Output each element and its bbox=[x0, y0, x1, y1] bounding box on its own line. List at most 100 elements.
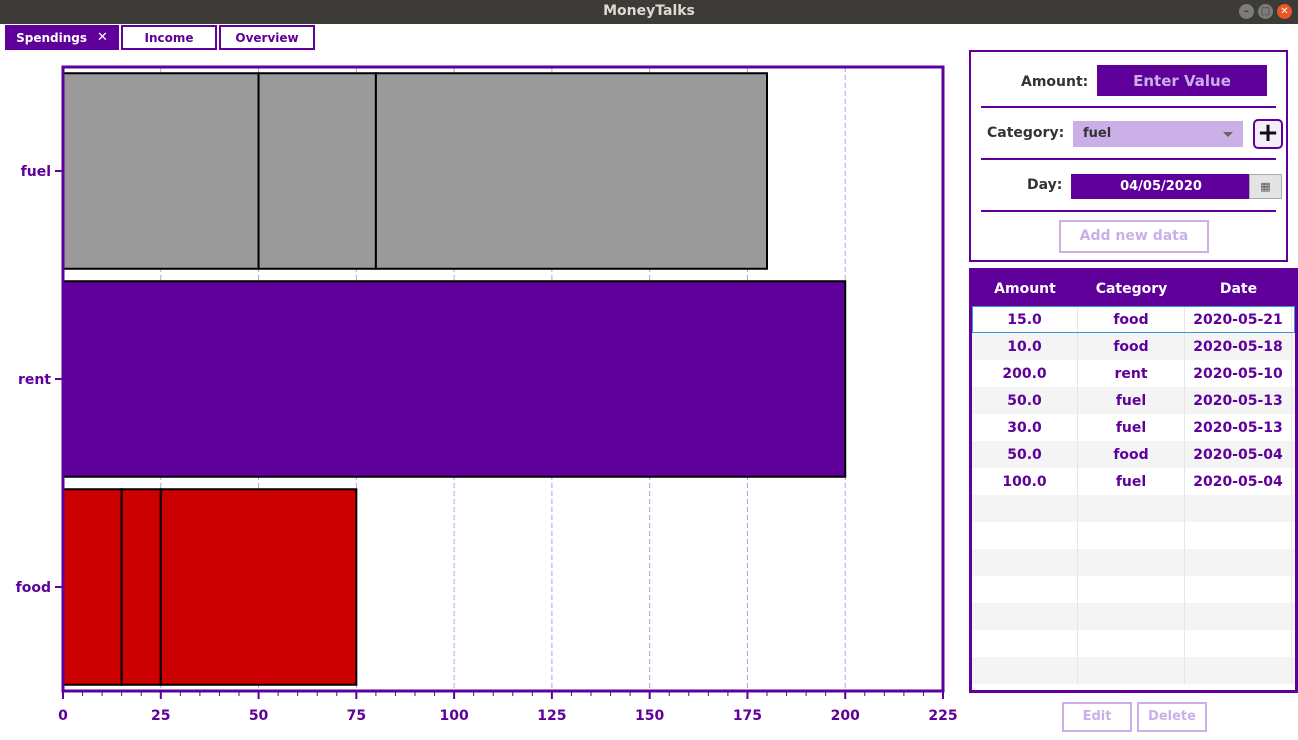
add-new-data-button[interactable]: Add new data bbox=[1059, 220, 1209, 253]
table-row[interactable]: 15.0 food 2020-05-21 bbox=[972, 306, 1295, 333]
delete-button[interactable]: Delete bbox=[1137, 702, 1207, 732]
empty-cell bbox=[1185, 522, 1292, 549]
table-row[interactable]: 200.0 rent 2020-05-10 bbox=[972, 360, 1295, 387]
day-row: Day: bbox=[981, 160, 1276, 212]
header-amount[interactable]: Amount bbox=[994, 280, 1056, 297]
header-date[interactable]: Date bbox=[1219, 280, 1258, 297]
amount-cell: 30.0 bbox=[972, 414, 1078, 441]
edit-button[interactable]: Edit bbox=[1062, 702, 1132, 732]
date-cell: 2020-05-13 bbox=[1185, 414, 1292, 441]
y-tick-label: fuel bbox=[21, 164, 51, 180]
empty-table-row bbox=[972, 603, 1295, 630]
day-label: Day: bbox=[1027, 177, 1063, 193]
tab-overview[interactable]: Overview bbox=[219, 25, 315, 50]
table-body: 15.0 food 2020-05-21 10.0 food 2020-05-18 200.… bbox=[972, 306, 1295, 684]
date-input[interactable]: 04/05/2020 bbox=[1071, 174, 1251, 199]
tab-income[interactable]: Income bbox=[121, 25, 217, 50]
empty-cell bbox=[972, 630, 1078, 657]
table-row[interactable]: 50.0 food 2020-05-04 bbox=[972, 441, 1295, 468]
date-cell: 2020-05-10 bbox=[1185, 360, 1292, 387]
category-cell: food bbox=[1078, 333, 1185, 360]
amount-cell: 200.0 bbox=[972, 360, 1078, 387]
table-row[interactable]: 10.0 food 2020-05-18 bbox=[972, 333, 1295, 360]
empty-cell bbox=[1078, 630, 1185, 657]
empty-cell bbox=[972, 495, 1078, 522]
bar-segment-food bbox=[120, 488, 162, 686]
empty-cell bbox=[1185, 576, 1292, 603]
x-tick-label: 0 bbox=[58, 708, 68, 724]
empty-table-row bbox=[972, 495, 1295, 522]
category-cell: food bbox=[1078, 306, 1185, 333]
empty-cell bbox=[1185, 495, 1292, 522]
x-tick-label: 50 bbox=[249, 708, 269, 724]
y-tick-label: food bbox=[16, 580, 51, 596]
y-tick-label: rent bbox=[18, 372, 51, 388]
amount-cell: 50.0 bbox=[972, 387, 1078, 414]
empty-cell bbox=[1078, 657, 1185, 684]
entry-form: Amount: Category: fuel + Day: 04/05/2020… bbox=[969, 50, 1288, 262]
empty-table-row bbox=[972, 522, 1295, 549]
minimize-icon[interactable]: – bbox=[1239, 4, 1254, 19]
empty-cell bbox=[1078, 576, 1185, 603]
tab-overview-label: Overview bbox=[235, 30, 299, 45]
chevron-down-icon bbox=[1223, 132, 1233, 137]
x-tick-label: 125 bbox=[537, 708, 566, 724]
x-tick-label: 225 bbox=[928, 708, 957, 724]
empty-cell bbox=[1078, 603, 1185, 630]
spendings-table: Amount Category Date 15.0 food 2020-05-21 1… bbox=[969, 268, 1298, 693]
empty-cell bbox=[1185, 657, 1292, 684]
table-row[interactable]: 50.0 fuel 2020-05-13 bbox=[972, 387, 1295, 414]
empty-cell bbox=[1185, 549, 1292, 576]
amount-row: Amount: bbox=[981, 56, 1276, 108]
close-tab-icon[interactable]: ✕ bbox=[97, 30, 108, 45]
table-row[interactable]: 100.0 fuel 2020-05-04 bbox=[972, 468, 1295, 495]
empty-cell bbox=[1078, 522, 1185, 549]
table-header: Amount Category Date bbox=[972, 271, 1295, 306]
category-row: Category: bbox=[981, 108, 1276, 160]
category-cell: food bbox=[1078, 441, 1185, 468]
empty-cell bbox=[972, 522, 1078, 549]
window-title: MoneyTalks bbox=[603, 3, 695, 19]
empty-cell bbox=[1185, 603, 1292, 630]
empty-cell bbox=[972, 657, 1078, 684]
bar-segment-food bbox=[159, 488, 358, 686]
calendar-icon[interactable]: ▦ bbox=[1249, 174, 1282, 199]
empty-cell bbox=[972, 549, 1078, 576]
header-category[interactable]: Category bbox=[1095, 280, 1168, 297]
category-label: Category: bbox=[987, 125, 1065, 141]
amount-input[interactable] bbox=[1097, 65, 1267, 96]
empty-table-row bbox=[972, 576, 1295, 603]
tab-spendings[interactable]: Spendings ✕ bbox=[5, 25, 119, 50]
amount-label: Amount: bbox=[1021, 74, 1089, 90]
date-cell: 2020-05-21 bbox=[1185, 306, 1292, 333]
x-tick-label: 100 bbox=[439, 708, 468, 724]
bar-segment-rent bbox=[62, 280, 847, 478]
maximize-icon[interactable]: □ bbox=[1258, 4, 1273, 19]
tab-income-label: Income bbox=[144, 30, 194, 45]
amount-cell: 15.0 bbox=[972, 306, 1078, 333]
tab-spendings-label: Spendings bbox=[16, 30, 87, 45]
spendings-chart: fuel rent food 0 25 50 75 100 125 150 175 200 225 bbox=[0, 60, 960, 736]
chart-svg: fuel rent food 0 25 50 75 100 125 150 175 200 225 bbox=[16, 65, 958, 724]
amount-cell: 100.0 bbox=[972, 468, 1078, 495]
date-cell: 2020-05-18 bbox=[1185, 333, 1292, 360]
category-cell: rent bbox=[1078, 360, 1185, 387]
category-cell: fuel bbox=[1078, 387, 1185, 414]
empty-cell bbox=[972, 603, 1078, 630]
category-cell: fuel bbox=[1078, 468, 1185, 495]
amount-cell: 50.0 bbox=[972, 441, 1078, 468]
date-cell: 2020-05-13 bbox=[1185, 387, 1292, 414]
category-select[interactable]: fuel bbox=[1073, 121, 1243, 147]
x-tick-label: 75 bbox=[347, 708, 366, 724]
x-tick-label: 150 bbox=[635, 708, 664, 724]
plus-icon: + bbox=[1257, 118, 1279, 148]
x-tick-label: 200 bbox=[831, 708, 860, 724]
title-bar: MoneyTalks – □ ✕ bbox=[0, 0, 1298, 24]
table-row[interactable]: 30.0 fuel 2020-05-13 bbox=[972, 414, 1295, 441]
tab-bar: Spendings ✕ Income Overview bbox=[5, 25, 317, 50]
close-icon[interactable]: ✕ bbox=[1277, 4, 1292, 19]
bar-segment-fuel bbox=[62, 72, 260, 270]
add-category-button[interactable]: + bbox=[1253, 119, 1283, 149]
empty-table-row bbox=[972, 549, 1295, 576]
date-cell: 2020-05-04 bbox=[1185, 441, 1292, 468]
